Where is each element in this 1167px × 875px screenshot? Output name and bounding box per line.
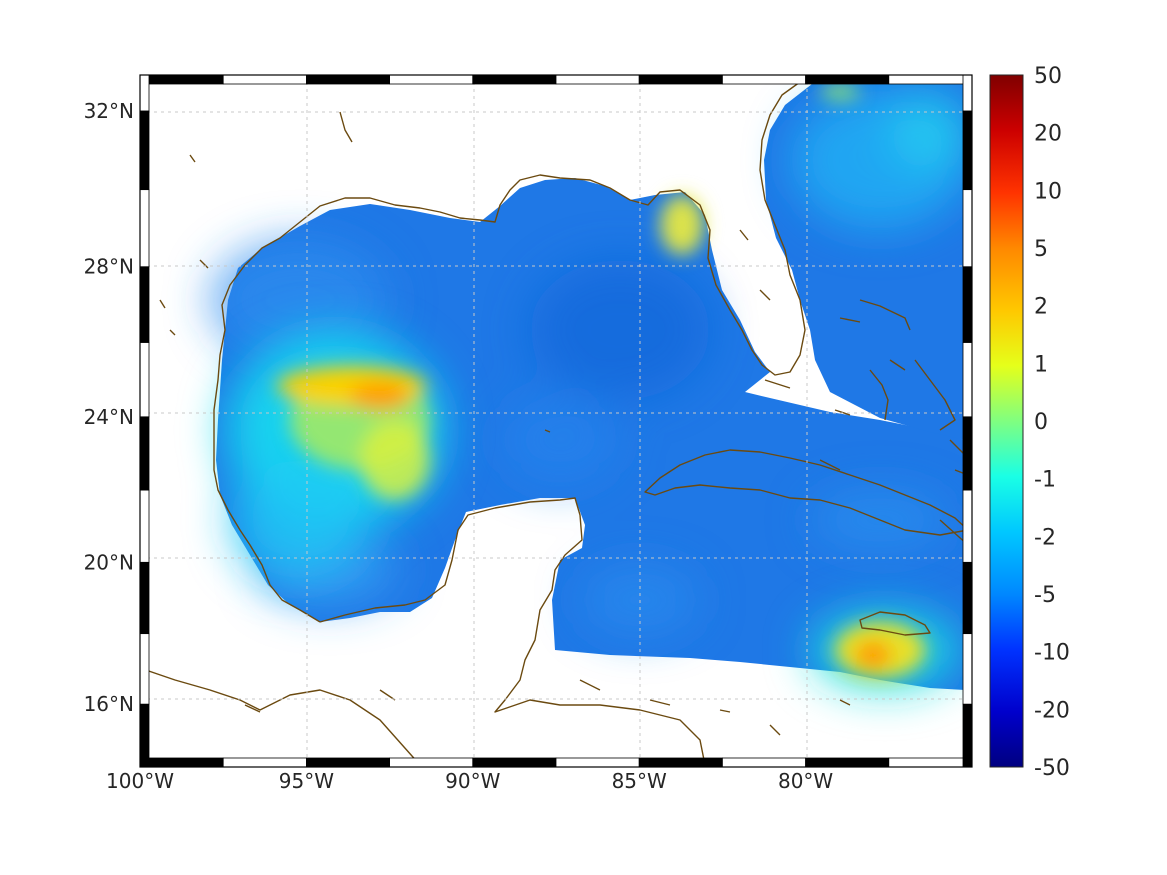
colorbar-tick-label: 2 [1034,295,1048,320]
colorbar-tick-label: -5 [1034,583,1056,608]
frame-segment [722,757,807,768]
colorbar-tick-label: -20 [1034,698,1070,723]
frame-segment [722,74,807,85]
frame-segment [962,74,973,112]
graticule [140,75,972,767]
frame-segment [222,74,307,85]
coastline-misc-islands [159,111,851,736]
frame-segment [962,703,973,768]
frame-segment [555,74,640,85]
frame-segment [305,757,390,768]
frame-segment [139,561,150,635]
frame-segment [139,266,150,343]
frame-segment [962,189,973,268]
anomaly-layer-inner [277,84,925,678]
frame-segment [888,757,973,768]
lon-tick-label: 90°W [445,769,500,793]
frame-segment [139,342,150,418]
colorbar-tick-label: -1 [1034,468,1056,493]
frame-segment [888,74,973,85]
frame-segment [472,757,557,768]
frame-segment [139,189,150,268]
lat-tick-label: 24°N [84,405,134,429]
frame-segment [805,757,890,768]
frame-segment [139,633,150,705]
frame-segment [389,74,474,85]
colorbar-tick-label: 50 [1034,64,1062,89]
frame-outline [139,74,973,768]
lon-tick-label: 80°W [778,769,833,793]
frame-segment [139,74,224,85]
frame-segment [962,416,973,491]
coastline-yucatan [319,497,706,766]
frame-segment [472,74,557,85]
colorbar-tick-label: -50 [1034,756,1070,781]
frame-segment [805,74,890,85]
frame-segment [139,110,150,191]
colorbar-tick-label: 1 [1034,352,1048,377]
frame-segment [962,342,973,418]
lat-tick-label: 20°N [84,550,134,574]
lat-tick-label: 28°N [84,255,134,279]
colorbar-tick-label: -10 [1034,641,1070,666]
colorbar-tick-label: 0 [1034,410,1048,435]
frame-segment [638,757,723,768]
frame-segment [139,489,150,563]
frame-segment [139,757,224,768]
lat-tick-label: 32°N [84,99,134,123]
frame-segment [962,633,973,705]
latitude-labels: 32°N 28°N 24°N 20°N 16°N [84,99,134,716]
longitude-labels: 100°W 95°W 90°W 85°W 80°W [106,769,833,793]
frame-segment [222,757,307,768]
frame-segment [139,703,150,768]
frame-segment [962,561,973,635]
lon-tick-label: 95°W [279,769,334,793]
frame-segment [638,74,723,85]
coastline-gulf-north [140,75,821,766]
map-frame [139,74,973,768]
colorbar-tick-label: 10 [1034,179,1062,204]
lon-tick-label: 100°W [106,769,174,793]
colorbar-tick-label: 5 [1034,237,1048,262]
frame-segment [305,74,390,85]
colorbar [989,74,1024,768]
frame-segment [389,757,474,768]
coastline-cuba [644,449,969,536]
colorbar-tick-label: 20 [1034,122,1062,147]
data-field [140,75,972,767]
lat-tick-label: 16°N [84,692,134,716]
frame-segment [962,110,973,191]
frame-segment [139,74,150,112]
lon-tick-label: 85°W [612,769,667,793]
frame-segment [139,416,150,491]
coastlines [140,75,969,766]
field-variations [210,90,970,635]
frame-segment [962,489,973,563]
colorbar-tick-label: -2 [1034,525,1056,550]
frame-segment [962,266,973,343]
coastline-jamaica [859,611,931,636]
frame-segment [555,757,640,768]
